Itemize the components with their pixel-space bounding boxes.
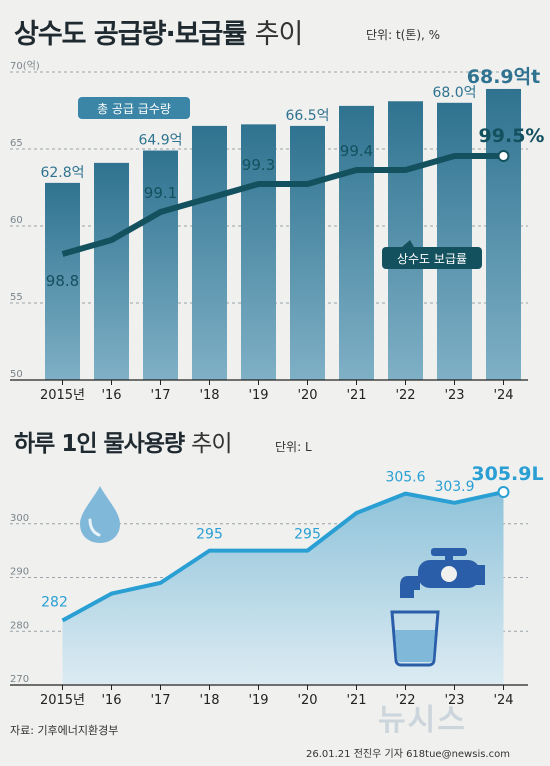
legend-box-supply bbox=[78, 97, 190, 119]
bar-value-label: 68.9억t bbox=[467, 66, 540, 88]
x-tick-label: '16 bbox=[101, 388, 121, 403]
y-tick-label: 300 bbox=[10, 513, 29, 524]
glass-icon bbox=[390, 610, 440, 667]
watermark-logo: 뉴시스 bbox=[378, 703, 467, 738]
x-tick-label: '18 bbox=[199, 693, 219, 708]
usage-value-label: 295 bbox=[196, 527, 223, 543]
x-tick-label: '22 bbox=[395, 388, 415, 403]
x-tick-label: '19 bbox=[248, 388, 268, 403]
bar bbox=[192, 125, 227, 381]
bar-value-label: 66.5억 bbox=[285, 108, 329, 124]
bar-value-label: 62.8억 bbox=[40, 165, 84, 181]
x-tick-label: '17 bbox=[150, 388, 170, 403]
penetration-line bbox=[61, 153, 504, 257]
line-value-label: 99.3 bbox=[242, 156, 275, 174]
usage-value-label: 305.6 bbox=[385, 470, 425, 486]
line-value-label: 98.8 bbox=[46, 272, 79, 290]
x-tick-label: '24 bbox=[493, 388, 513, 403]
faucet-stem-icon bbox=[445, 553, 453, 563]
usage-line bbox=[61, 490, 504, 623]
chart1-title-suffix: 추이 bbox=[254, 19, 304, 50]
line-value-label: 99.5% bbox=[479, 125, 545, 147]
chart1-unit: 단위: t(톤), % bbox=[366, 28, 441, 42]
faucet-handle-icon bbox=[431, 548, 467, 556]
y-tick-label: 270 bbox=[10, 674, 29, 685]
y-tick-label: 50 bbox=[10, 369, 23, 380]
chart2-title-suffix: 추이 bbox=[191, 431, 232, 457]
x-tick-label: '23 bbox=[444, 693, 464, 708]
usage-value-label: 282 bbox=[41, 595, 68, 611]
line-value-label: 99.4 bbox=[340, 142, 373, 160]
bar bbox=[94, 162, 129, 380]
y-tick-label: 70(억) bbox=[10, 60, 40, 72]
bar bbox=[143, 150, 178, 380]
bar bbox=[241, 124, 276, 380]
y-tick-label: 65 bbox=[10, 138, 23, 149]
legend-box-rate bbox=[382, 247, 482, 269]
bar bbox=[45, 182, 80, 380]
legend-supply: 총 공급 급수량 bbox=[97, 102, 171, 116]
usage-endpoint-marker bbox=[497, 486, 510, 499]
bar bbox=[437, 102, 472, 381]
bar bbox=[290, 125, 325, 381]
x-tick-label: 2015년 bbox=[40, 693, 85, 708]
legend-pointer bbox=[402, 240, 414, 247]
usage-value-label: 305.9L bbox=[471, 463, 543, 485]
bar-value-label: 68.0억 bbox=[432, 85, 476, 101]
y-tick-label: 55 bbox=[10, 292, 23, 303]
x-tick-label: '18 bbox=[199, 388, 219, 403]
chart2-title-main: 하루 1인 물사용량 bbox=[14, 431, 185, 457]
chart1-title-main: 상수도 공급량·보급률 bbox=[14, 19, 247, 50]
legend-rate: 상수도 보급률 bbox=[397, 252, 467, 266]
x-tick-label: 2015년 bbox=[40, 388, 85, 403]
water-drop-highlight bbox=[88, 518, 101, 537]
glass-water-icon bbox=[395, 630, 435, 662]
bar-value-label: 64.9억 bbox=[138, 133, 182, 149]
bar bbox=[388, 101, 423, 380]
x-tick-label: '23 bbox=[444, 388, 464, 403]
line-endpoint-marker bbox=[497, 150, 510, 162]
y-tick-label: 280 bbox=[10, 620, 29, 631]
faucet-hub-icon bbox=[441, 566, 457, 582]
chart2-title: 하루 1인 물사용량 추이 bbox=[14, 424, 232, 458]
x-tick-label: '19 bbox=[248, 693, 268, 708]
x-tick-label: '17 bbox=[150, 693, 170, 708]
x-tick-label: '21 bbox=[346, 388, 366, 403]
faucet-end-icon bbox=[475, 565, 485, 585]
x-tick-label: '22 bbox=[395, 693, 415, 708]
y-tick-label: 290 bbox=[10, 567, 29, 578]
chart2-unit: 단위: L bbox=[275, 440, 312, 454]
line-value-label: 99.1 bbox=[144, 184, 177, 202]
x-tick-label: '16 bbox=[101, 693, 121, 708]
x-tick-label: '20 bbox=[297, 388, 317, 403]
usage-value-label: 303.9 bbox=[434, 479, 474, 495]
bar bbox=[339, 105, 374, 380]
credit-text: 26.01.21 전진우 기자 618tue@newsis.com bbox=[306, 749, 510, 760]
chart1-title: 상수도 공급량·보급률 추이 bbox=[14, 12, 304, 51]
source-text: 자료: 기후에너지환경부 bbox=[10, 724, 119, 737]
faucet-spout-icon bbox=[400, 576, 420, 598]
y-tick-label: 60 bbox=[10, 215, 23, 226]
bar bbox=[486, 88, 521, 380]
x-tick-label: '24 bbox=[493, 693, 513, 708]
x-tick-label: '20 bbox=[297, 693, 317, 708]
water-drop-icon bbox=[80, 486, 120, 543]
x-tick-label: '21 bbox=[346, 693, 366, 708]
usage-value-label: 295 bbox=[294, 527, 321, 543]
